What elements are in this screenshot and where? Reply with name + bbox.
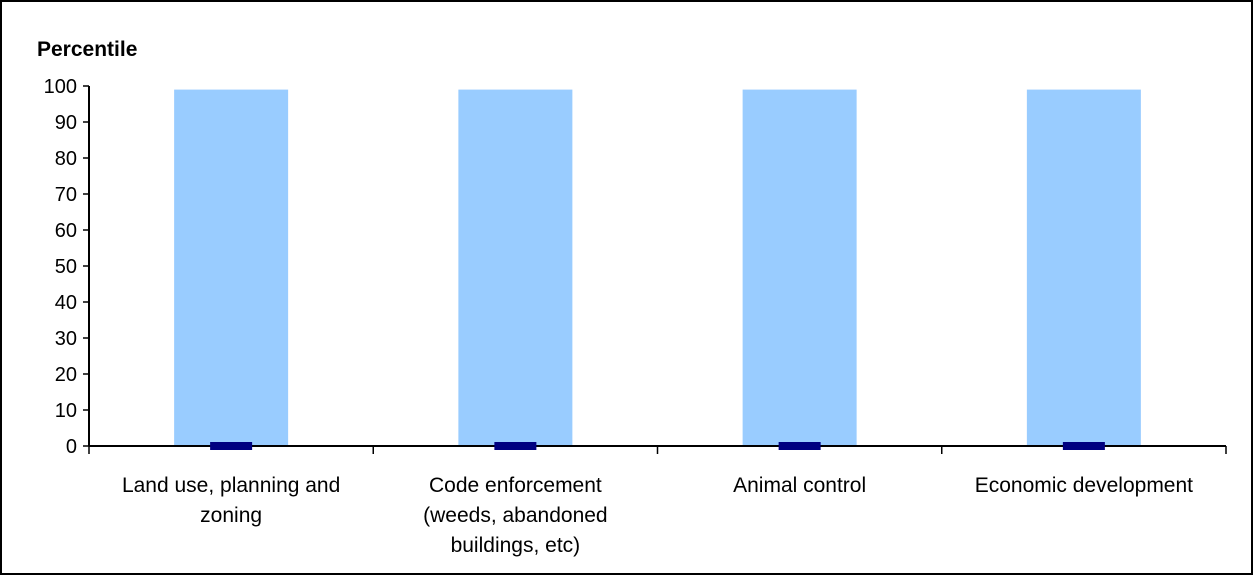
y-tick-label-3: 30 [55, 328, 77, 350]
bar-0 [174, 89, 289, 446]
y-axis-title: Percentile [37, 38, 137, 61]
y-tick-label-9: 90 [55, 112, 77, 134]
marker-3 [1062, 442, 1105, 450]
bar-1 [458, 89, 573, 446]
x-category-label-0-line-0: Land use, planning and [122, 474, 340, 497]
marker-1 [494, 442, 537, 450]
y-tick-label-4: 40 [55, 292, 77, 314]
x-category-label-2-line-0: Animal control [733, 474, 866, 497]
x-category-label-3-line-0: Economic development [975, 474, 1193, 497]
y-tick-label-8: 80 [55, 148, 77, 170]
bar-3 [1026, 89, 1141, 446]
y-tick-label-7: 70 [55, 184, 77, 206]
x-category-label-1-line-2: buildings, etc) [451, 534, 581, 557]
y-tick-label-2: 20 [55, 364, 77, 386]
marker-2 [778, 442, 821, 450]
y-tick-label-10: 100 [44, 76, 77, 98]
bar-2 [742, 89, 857, 446]
x-category-label-0-line-1: zoning [200, 504, 262, 527]
y-tick-label-1: 10 [55, 400, 77, 422]
x-category-label-1-line-1: (weeds, abandoned [423, 504, 607, 527]
y-tick-label-5: 50 [55, 256, 77, 278]
x-category-label-1-line-0: Code enforcement [429, 474, 602, 497]
marker-0 [210, 442, 253, 450]
y-tick-label-0: 0 [66, 436, 77, 458]
y-tick-label-6: 60 [55, 220, 77, 242]
